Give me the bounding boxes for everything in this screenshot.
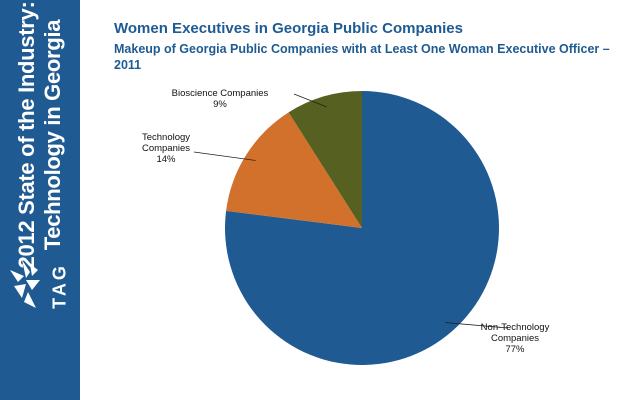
pie-slice-bioscience-companies	[288, 91, 362, 228]
sidebar: 2012 State of the Industry: Technology i…	[0, 0, 80, 400]
leader-line	[445, 322, 509, 329]
chart-header: Women Executives in Georgia Public Compa…	[114, 20, 614, 73]
slice-label: Bioscience Companies 9%	[172, 88, 269, 110]
slice-label: Technology Companies 14%	[142, 132, 190, 165]
sidebar-title-line1: 2012 State of the Industry:	[14, 1, 39, 269]
chart-subtitle: Makeup of Georgia Public Companies with …	[114, 42, 610, 72]
sidebar-title-line2: Technology in Georgia	[40, 19, 65, 251]
pie-chart: Non-Technology Companies 77% Technology Comp…	[142, 88, 550, 366]
leader-line	[193, 151, 256, 161]
leader-line	[293, 93, 327, 108]
pie-slice-technology-companies	[226, 112, 362, 228]
tag-logo-icon	[10, 260, 40, 308]
sidebar-title: 2012 State of the Industry: Technology i…	[10, 0, 70, 270]
slice-label: Non-Technology Companies 77%	[481, 322, 550, 355]
chart-title: Women Executives in Georgia Public Compa…	[114, 20, 463, 37]
pie-slice-non-technology-companies	[225, 91, 499, 366]
logo-text: TAG	[49, 263, 70, 309]
